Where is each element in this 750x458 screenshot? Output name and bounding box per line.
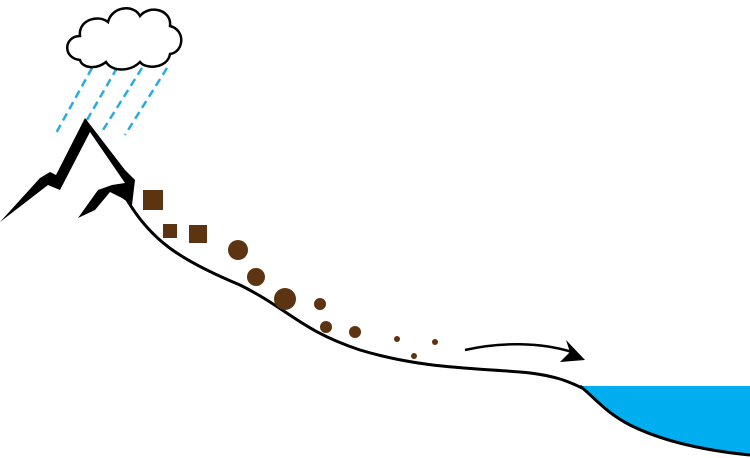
sediment-block [163, 224, 177, 238]
sediment-grain [247, 268, 265, 286]
mountain [0, 118, 135, 222]
cloud-icon [66, 7, 183, 71]
flow-arrow-line [464, 342, 573, 354]
sediment-grain [349, 326, 361, 338]
arrowhead-icon [560, 340, 585, 362]
sediment-particles [143, 190, 438, 359]
hillside-slope [124, 197, 583, 390]
lake-bed [579, 384, 750, 457]
sediment-grain [411, 353, 417, 359]
rain-streak [101, 67, 144, 131]
sediment-grain [228, 240, 248, 260]
sediment-grain [432, 339, 438, 345]
sediment-grain [274, 288, 296, 310]
flow-arrow [464, 340, 585, 362]
rain-streak [123, 67, 169, 136]
sediment-grain [320, 321, 332, 333]
sediment-grain [314, 298, 326, 310]
sediment-grain [394, 336, 400, 342]
rain [53, 67, 169, 136]
lake [580, 386, 750, 455]
sediment-block [143, 190, 163, 210]
sediment-block [189, 225, 207, 243]
